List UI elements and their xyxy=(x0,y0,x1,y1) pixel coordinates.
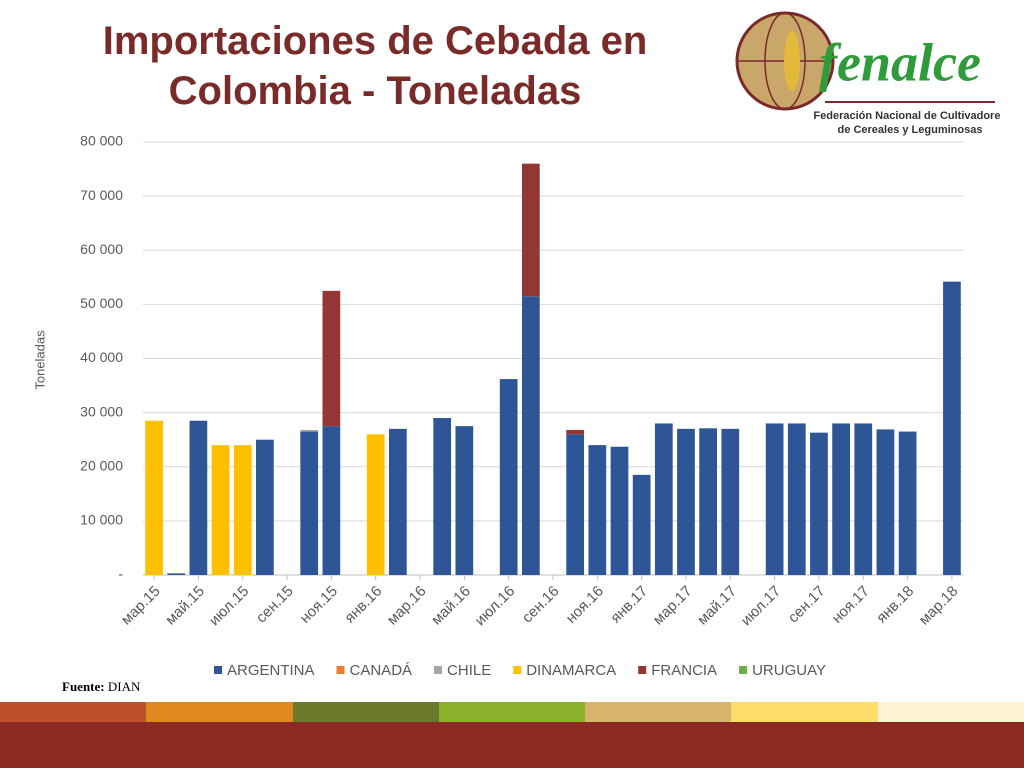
legend-label: CANADÁ xyxy=(350,662,413,679)
x-tick-label: июл.16 xyxy=(472,583,519,630)
x-tick-label: май.15 xyxy=(162,583,208,629)
legend-swatch xyxy=(214,666,222,674)
x-tick-label: сен.15 xyxy=(253,583,297,627)
legend-label: FRANCIA xyxy=(651,662,717,679)
strip xyxy=(146,702,293,722)
x-tick-label: ноя.16 xyxy=(563,583,607,627)
logo-corn xyxy=(784,31,800,91)
bar-segment xyxy=(677,428,695,575)
x-tick-label: июл.17 xyxy=(738,583,785,630)
bar-segment xyxy=(721,428,740,575)
bar-segment xyxy=(854,423,873,575)
color-strip xyxy=(0,702,1024,722)
x-tick-label: май.16 xyxy=(428,583,474,629)
legend-swatch xyxy=(513,666,522,674)
bar-segment xyxy=(566,434,585,575)
bar-segment xyxy=(322,290,341,427)
y-tick-label: - xyxy=(118,566,123,582)
bar-segment xyxy=(256,439,274,575)
strip xyxy=(0,702,147,722)
x-tick-label: янв.17 xyxy=(607,583,651,627)
bar-segment xyxy=(588,445,607,575)
y-tick-label: 40 000 xyxy=(80,349,123,365)
chart: Toneladas - 10 000 20 000 30 000 40 000 50 00… xyxy=(32,133,963,679)
x-tick-label: мар.17 xyxy=(650,583,696,629)
y-tick-label: 80 000 xyxy=(80,133,123,149)
bar-segment xyxy=(610,446,629,575)
footer-band xyxy=(0,722,1024,768)
bar-segment xyxy=(322,426,341,575)
y-tick-label: 50 000 xyxy=(80,295,123,311)
y-tick-label: 60 000 xyxy=(80,241,123,257)
x-tick-label: янв.18 xyxy=(873,583,917,627)
source: Fuente: DIAN xyxy=(62,679,140,695)
x-tick-label: янв.16 xyxy=(341,583,385,627)
strip xyxy=(731,702,878,722)
bar-segment xyxy=(521,296,540,575)
bar-segment xyxy=(521,163,540,297)
legend-label: DINAMARCA xyxy=(526,662,616,679)
legend-label: CHILE xyxy=(447,662,491,679)
legend-swatch xyxy=(739,666,748,674)
x-tick-label: май.17 xyxy=(694,583,740,629)
bar-segment xyxy=(433,418,452,575)
bar-segment xyxy=(810,432,828,575)
bar-segment xyxy=(211,445,230,575)
y-tick-label: 20 000 xyxy=(80,457,123,473)
y-tick-label: 70 000 xyxy=(80,187,123,203)
bar-segment xyxy=(699,428,717,575)
source-label: Fuente: xyxy=(62,679,105,694)
bar-segment xyxy=(189,420,208,575)
logo: fenalce Federación Nacional de Cultivado… xyxy=(735,11,1000,136)
y-tick-label: 10 000 xyxy=(80,512,123,528)
logo-line: Federación Nacional de Cultivadores xyxy=(813,110,1000,122)
legend-label: URUGUAY xyxy=(752,662,826,679)
y-tick-label: 30 000 xyxy=(80,403,123,419)
strip xyxy=(292,702,439,722)
bar-segment xyxy=(499,379,518,575)
bar-segment xyxy=(943,281,961,575)
bar-segment xyxy=(455,426,474,575)
x-tick-label: сен.17 xyxy=(785,583,829,627)
strip xyxy=(877,702,1024,722)
bar-segment xyxy=(233,445,252,575)
legend-swatch xyxy=(336,666,345,674)
bar-segment xyxy=(145,420,163,575)
x-tick-label: мар.16 xyxy=(384,583,430,629)
bar-segment xyxy=(832,423,850,575)
bar-segment xyxy=(167,573,186,575)
legend-swatch xyxy=(638,666,647,674)
bar-segment xyxy=(366,434,385,575)
bar-segment xyxy=(389,428,407,575)
bar-segment xyxy=(876,429,895,575)
bar-segment xyxy=(898,431,917,575)
legend-swatch xyxy=(434,666,443,674)
x-tick-label: мар.15 xyxy=(118,583,164,629)
x-tick-label: июл.15 xyxy=(206,583,253,630)
bar-segment xyxy=(787,423,806,575)
source-text: DIAN xyxy=(107,679,141,694)
chart-title: Importaciones de Cebada en Colombia - To… xyxy=(102,19,648,113)
legend-label: ARGENTINA xyxy=(227,662,315,679)
bar-segment xyxy=(765,423,784,575)
logo-line: de Cereales y Leguminosas xyxy=(838,124,983,136)
x-tick-label: ноя.17 xyxy=(829,583,873,627)
bar-segment xyxy=(300,431,319,575)
y-axis-label: Toneladas xyxy=(32,330,47,390)
bar-segment xyxy=(632,474,651,575)
strip xyxy=(585,702,732,722)
x-tick-label: сен.16 xyxy=(519,583,563,627)
bar-segment xyxy=(300,429,319,432)
x-tick-label: ноя.15 xyxy=(297,583,341,627)
x-tick-label: мар.18 xyxy=(916,583,962,629)
strip xyxy=(438,702,586,722)
logo-name: fenalce xyxy=(819,32,981,92)
bar-segment xyxy=(566,429,585,435)
bar-segment xyxy=(654,423,673,575)
